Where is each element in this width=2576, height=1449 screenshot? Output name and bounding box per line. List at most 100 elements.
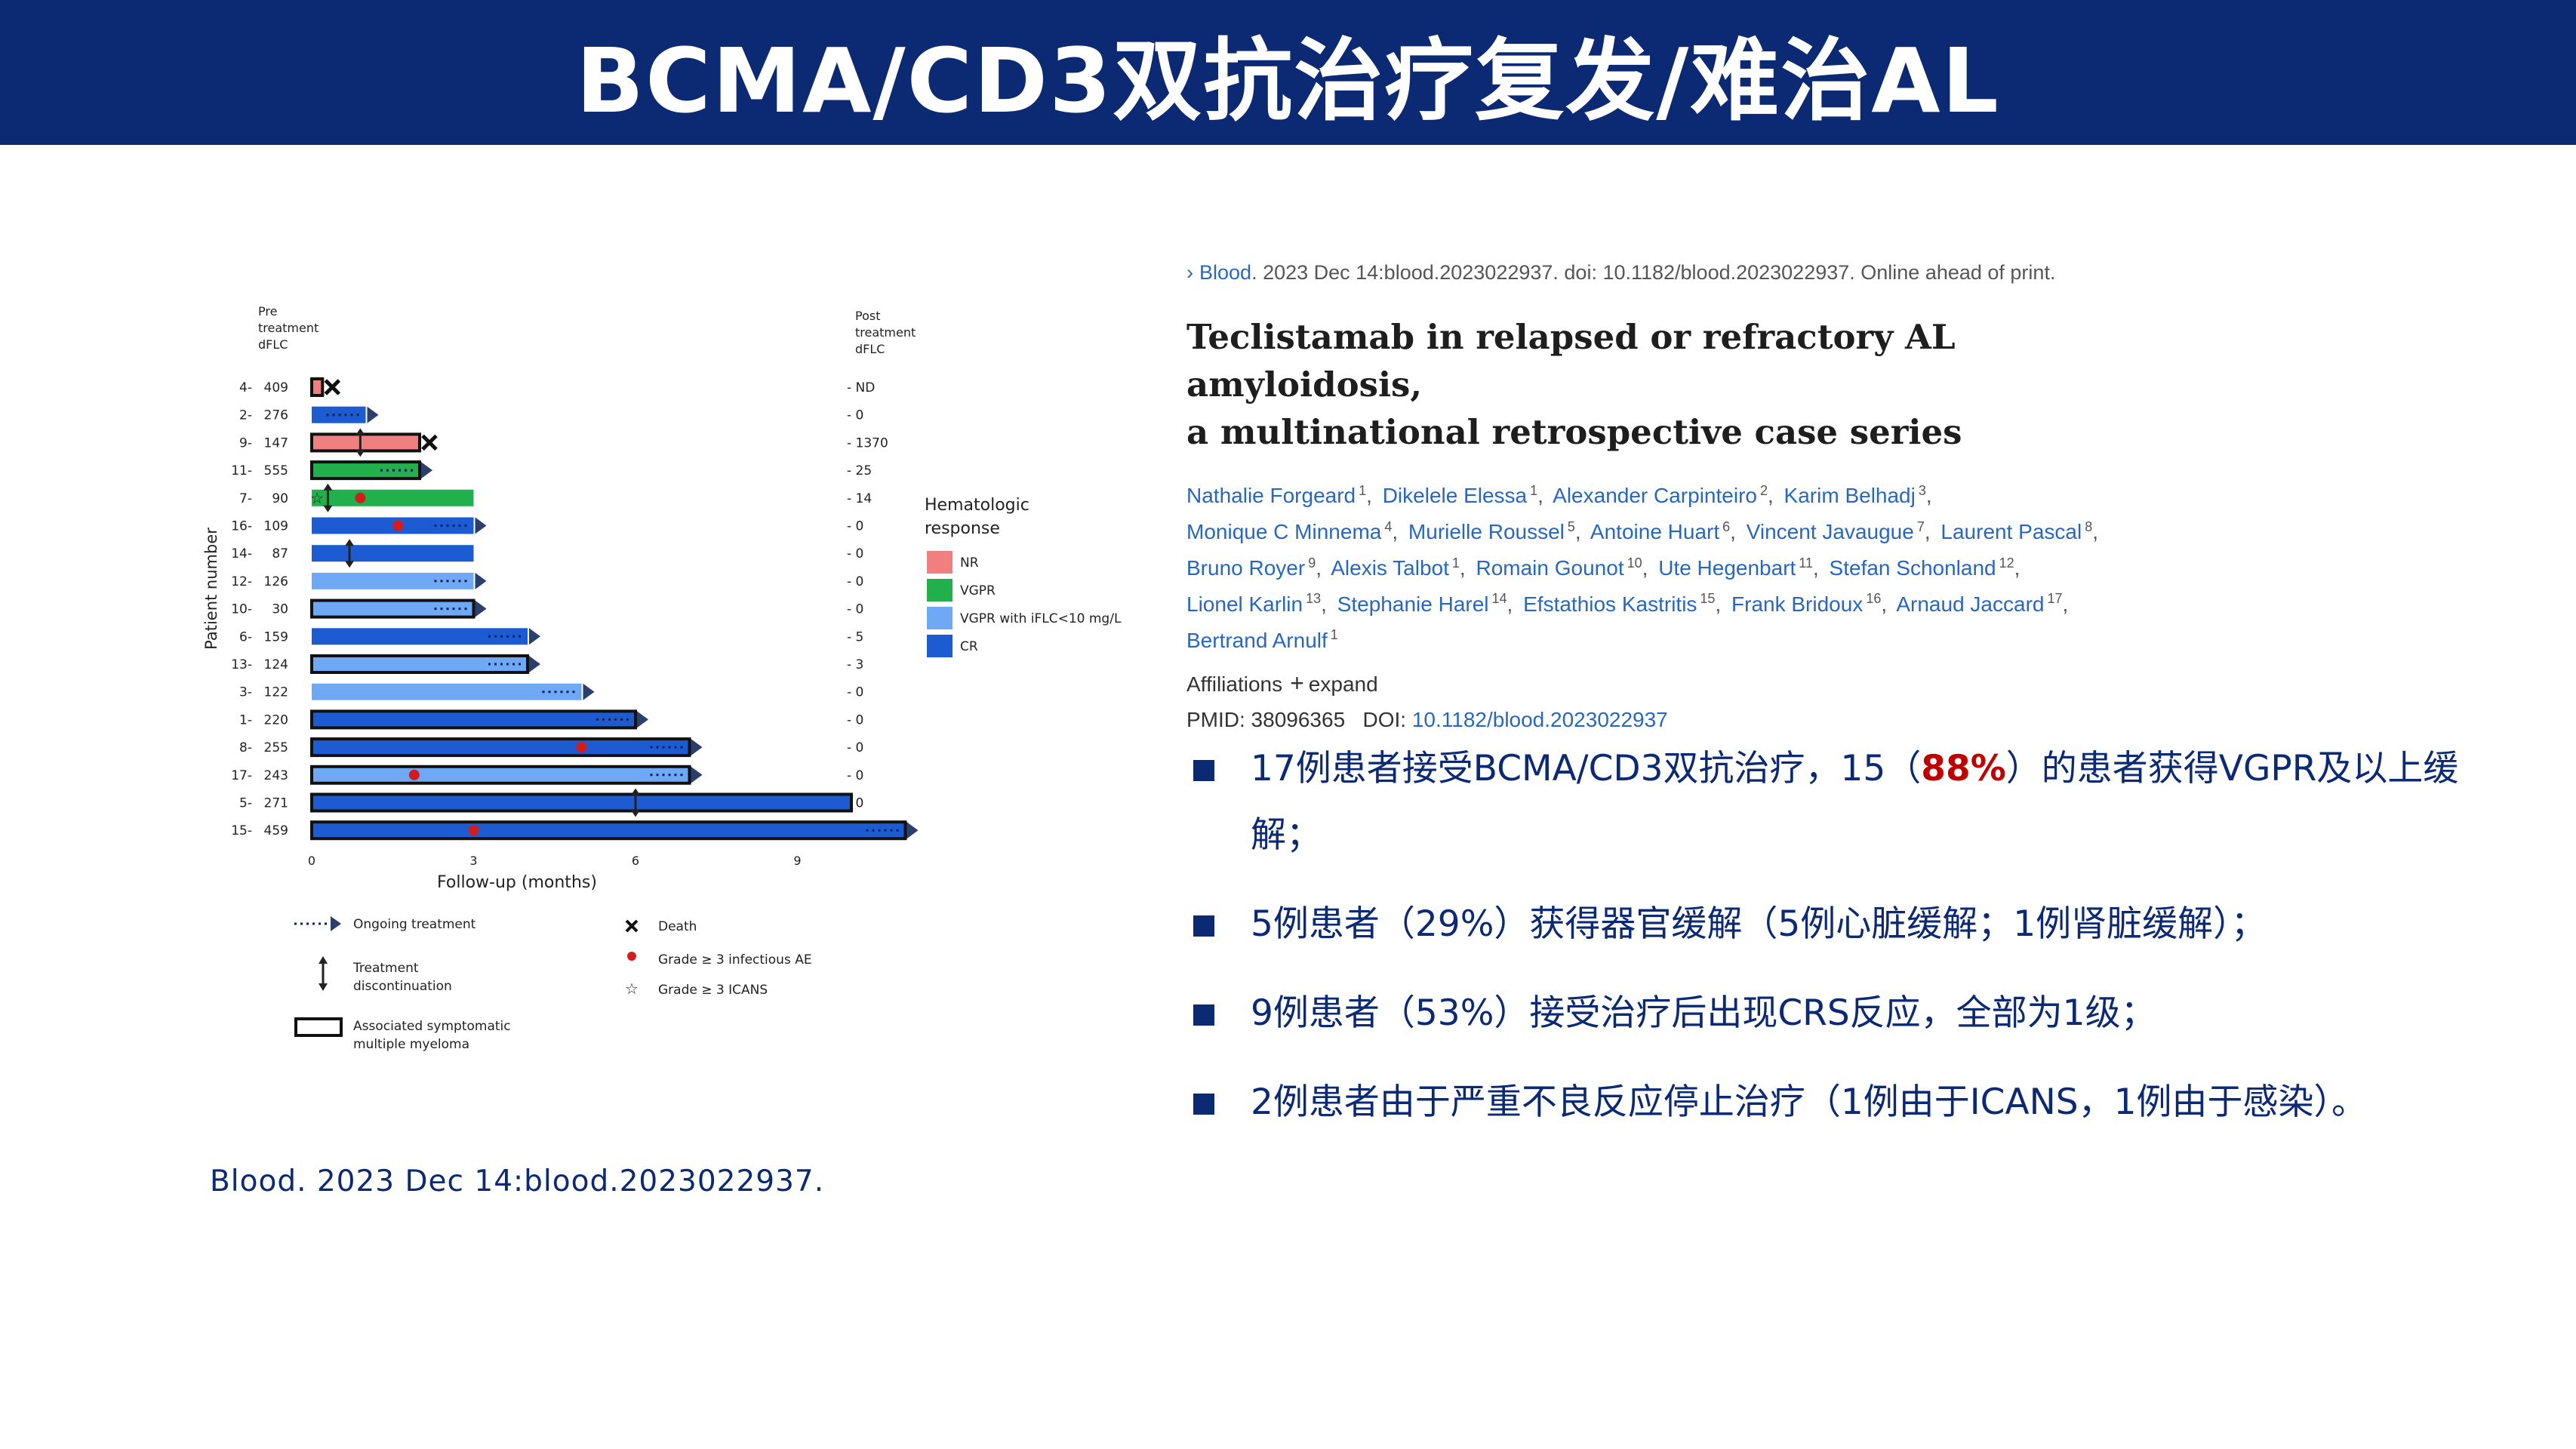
- author-link[interactable]: Romain Gounot 10: [1476, 555, 1642, 580]
- affiliation-number[interactable]: 3: [1918, 483, 1926, 498]
- x-tick-label: 9: [793, 854, 801, 868]
- author-name[interactable]: Romain Gounot: [1476, 555, 1624, 580]
- author-link[interactable]: Vincent Javaugue 7: [1746, 518, 1925, 544]
- discontinuation-arrow-icon: [323, 505, 333, 512]
- chevron-right-icon[interactable]: ›: [1186, 261, 1193, 284]
- author-link[interactable]: Bruno Royer 9: [1186, 555, 1316, 580]
- affiliation-number[interactable]: 9: [1308, 555, 1316, 571]
- author-link[interactable]: Alexander Carpinteiro 2: [1553, 483, 1768, 508]
- infection-dot-icon: [468, 825, 479, 836]
- author-list: Nathalie Forgeard 1, Dikelele Elessa 1, Al…: [1186, 475, 2130, 656]
- affiliation-number[interactable]: 1: [1330, 627, 1338, 643]
- author-name[interactable]: Karim Belhadj: [1784, 484, 1916, 508]
- affiliation-number[interactable]: 7: [1916, 518, 1925, 534]
- patient-id-label: 16-: [231, 519, 252, 534]
- author-link[interactable]: Nathalie Forgeard 1: [1186, 483, 1367, 508]
- author-link[interactable]: Frank Bridoux 16: [1731, 591, 1882, 616]
- author-link[interactable]: Alexis Talbot 1: [1331, 555, 1460, 580]
- post-header-label: treatment: [855, 325, 916, 340]
- doi-link[interactable]: 10.1182/blood.2023022937: [1411, 708, 1668, 732]
- author-name[interactable]: Stefan Schonland: [1829, 555, 1996, 580]
- finding-item: 9例患者（53%）接受治疗后出现CRS反应，全部为1级；: [1189, 980, 2487, 1047]
- legend-death-label: Death: [658, 919, 697, 934]
- finding-item: 17例患者接受BCMA/CD3双抗治疗，15（88%）的患者获得VGPR及以上缓…: [1189, 736, 2487, 869]
- author-link[interactable]: Monique C Minnema 4: [1186, 518, 1393, 544]
- author-name[interactable]: Vincent Javaugue: [1746, 520, 1914, 544]
- author-link[interactable]: Stefan Schonland 12: [1829, 555, 2014, 580]
- pre-dflc-label: 220: [264, 712, 288, 728]
- author-link[interactable]: Ute Hegenbart 11: [1658, 555, 1813, 580]
- finding-highlight: 88%: [1921, 748, 2006, 789]
- author-name[interactable]: Murielle Roussel: [1408, 520, 1565, 544]
- author-link[interactable]: Karim Belhadj 3: [1784, 483, 1926, 508]
- author-name[interactable]: Ute Hegenbart: [1658, 555, 1796, 580]
- author-name[interactable]: Lionel Karlin: [1186, 592, 1303, 616]
- author-link[interactable]: Dikelele Elessa 1: [1382, 483, 1538, 508]
- author-name[interactable]: Alexis Talbot: [1331, 555, 1449, 580]
- title-bar: BCMA/CD3双抗治疗复发/难治AL: [0, 0, 2576, 145]
- author-name[interactable]: Arnaud Jaccard: [1896, 592, 2045, 616]
- journal-link[interactable]: Blood: [1199, 261, 1252, 284]
- paper-title: Teclistamab in relapsed or refractory AL…: [1186, 313, 2130, 456]
- discontinuation-arrow-icon: [323, 483, 333, 491]
- affiliation-number[interactable]: 14: [1491, 591, 1507, 607]
- author-name[interactable]: Antoine Huart: [1590, 520, 1720, 544]
- legend-icans-label: Grade ≥ 3 ICANS: [658, 983, 768, 998]
- affiliation-number[interactable]: 4: [1384, 518, 1393, 534]
- author-name[interactable]: Efstathios Kastritis: [1523, 592, 1697, 616]
- expand-link[interactable]: expand: [1308, 672, 1378, 697]
- author-link[interactable]: Antoine Huart 6: [1590, 518, 1731, 544]
- x-tick-label: 0: [308, 854, 315, 868]
- author-link[interactable]: Efstathios Kastritis 15: [1523, 591, 1716, 616]
- legend-discontinuation-label: discontinuation: [353, 979, 452, 994]
- legend-title: Hematologic: [925, 496, 1029, 515]
- journal-line: › Blood. 2023 Dec 14:blood.2023022937. do…: [1186, 261, 2130, 285]
- finding-text: ）的患者获得VGPR及以上缓解；: [1251, 748, 2459, 856]
- author-name[interactable]: Frank Bridoux: [1731, 592, 1864, 616]
- affiliation-number[interactable]: 6: [1722, 518, 1731, 534]
- author-separator: ,: [1767, 484, 1774, 508]
- affiliation-number[interactable]: 5: [1567, 518, 1575, 534]
- affiliation-number[interactable]: 1: [1451, 555, 1460, 571]
- affiliation-number[interactable]: 10: [1627, 555, 1642, 571]
- author-name[interactable]: Bruno Royer: [1186, 555, 1306, 580]
- post-header-label: dFLC: [855, 342, 885, 356]
- author-name[interactable]: Alexander Carpinteiro: [1553, 484, 1757, 508]
- author-link[interactable]: Bertrand Arnulf 1: [1186, 627, 1338, 652]
- affiliation-number[interactable]: 16: [1866, 591, 1882, 607]
- affiliation-number[interactable]: 12: [1999, 555, 2014, 571]
- slide-title: BCMA/CD3双抗治疗复发/难治AL: [576, 28, 2000, 133]
- author-link[interactable]: Arnaud Jaccard 17: [1896, 591, 2063, 616]
- author-link[interactable]: Murielle Roussel 5: [1408, 518, 1575, 544]
- plus-icon[interactable]: +: [1290, 669, 1304, 697]
- legend-label: CR: [960, 639, 978, 654]
- pre-header-label: Pre: [258, 304, 277, 318]
- author-link[interactable]: Laurent Pascal 8: [1940, 518, 2093, 544]
- affiliation-number[interactable]: 11: [1799, 555, 1813, 571]
- author-name[interactable]: Dikelele Elessa: [1382, 484, 1528, 508]
- affiliation-number[interactable]: 1: [1530, 483, 1538, 498]
- affiliation-number[interactable]: 15: [1700, 591, 1716, 607]
- author-name[interactable]: Bertrand Arnulf: [1186, 628, 1328, 652]
- affiliation-number[interactable]: 8: [2085, 518, 2093, 534]
- pre-dflc-label: 126: [264, 574, 288, 589]
- author-separator: ,: [1537, 484, 1543, 508]
- post-dflc-label: - 0: [847, 574, 863, 589]
- patient-bar: [312, 628, 528, 645]
- pre-dflc-label: 276: [264, 408, 288, 423]
- affiliation-number[interactable]: 2: [1759, 483, 1768, 498]
- bullet-square-icon: [1193, 1004, 1214, 1026]
- infection-dot-icon: [408, 769, 420, 780]
- author-separator: ,: [1321, 592, 1327, 616]
- affiliation-number[interactable]: 1: [1359, 483, 1367, 498]
- legend-label: NR: [960, 555, 979, 571]
- author-link[interactable]: Stephanie Harel 14: [1337, 591, 1507, 616]
- post-dflc-label: - 0: [847, 685, 863, 700]
- author-name[interactable]: Laurent Pascal: [1940, 520, 2082, 544]
- author-name[interactable]: Monique C Minnema: [1186, 520, 1382, 544]
- affiliation-number[interactable]: 13: [1306, 591, 1322, 607]
- affiliation-number[interactable]: 17: [2047, 591, 2063, 607]
- author-name[interactable]: Nathalie Forgeard: [1186, 484, 1356, 508]
- author-link[interactable]: Lionel Karlin 13: [1186, 591, 1322, 616]
- author-name[interactable]: Stephanie Harel: [1337, 592, 1489, 616]
